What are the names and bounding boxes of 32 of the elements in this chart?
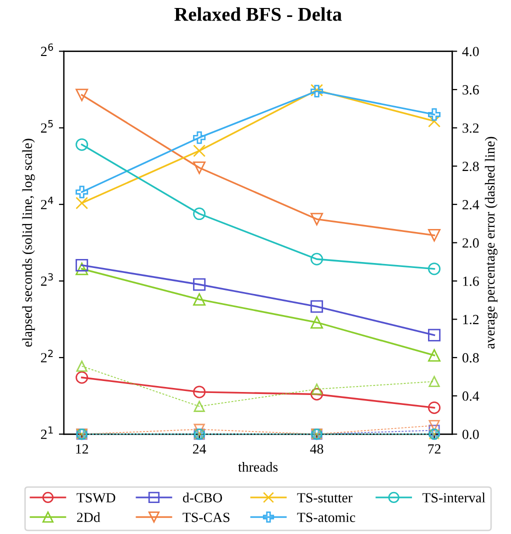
y2-tick-label: 1.2	[463, 314, 479, 324]
y2-axis-title: average percentage error (dashed line)	[484, 136, 498, 349]
y-tick-label: 2$^{6}$	[41, 43, 54, 56]
legend-label: TSWD	[76, 493, 116, 503]
y2-tick-label: 3.6	[462, 85, 479, 95]
y-axis-title: elapsed seconds (solid line, log scale)	[22, 138, 35, 347]
y2-tick-label: 0.0	[462, 430, 479, 440]
y2-tick-label: 0.8	[462, 353, 479, 363]
x-axis-title: threads	[238, 462, 278, 472]
y2-tick-label: 2.8	[462, 162, 479, 172]
y-tick-label: 2$^{5}$	[41, 120, 53, 133]
y-tick-label: 2$^{3}$	[41, 273, 53, 286]
x-tick-label: 48	[310, 444, 324, 454]
y-tick-label: 2$^{2}$	[41, 350, 53, 362]
x-tick-label: 12	[76, 444, 88, 454]
y2-tick-label: 2.4	[462, 200, 480, 210]
y-tick-label: 2$^{4}$	[41, 196, 54, 210]
legend-label: TS-stutter	[297, 493, 352, 502]
legend-label: TS-atomic	[297, 512, 356, 522]
y2-tick-label: 4.0	[462, 46, 479, 56]
y2-tick-label: 3.2	[462, 123, 479, 133]
x-tick-label: 72	[428, 444, 440, 454]
y2-tick-label: 0.4	[462, 391, 480, 401]
legend-label: TS-interval	[422, 492, 486, 502]
y2-tick-label: 2.0	[462, 238, 479, 248]
y-tick-label: 2$^{1}$	[41, 426, 53, 439]
chart-title: Relaxed BFS - Delta	[174, 7, 342, 21]
y2-tick-label: 1.6	[463, 276, 479, 286]
x-tick-label: 24	[192, 444, 206, 454]
legend-label: TS-CAS	[182, 512, 230, 522]
legend-label: 2Dd	[77, 512, 100, 522]
legend-label: d-CBO	[182, 492, 222, 502]
